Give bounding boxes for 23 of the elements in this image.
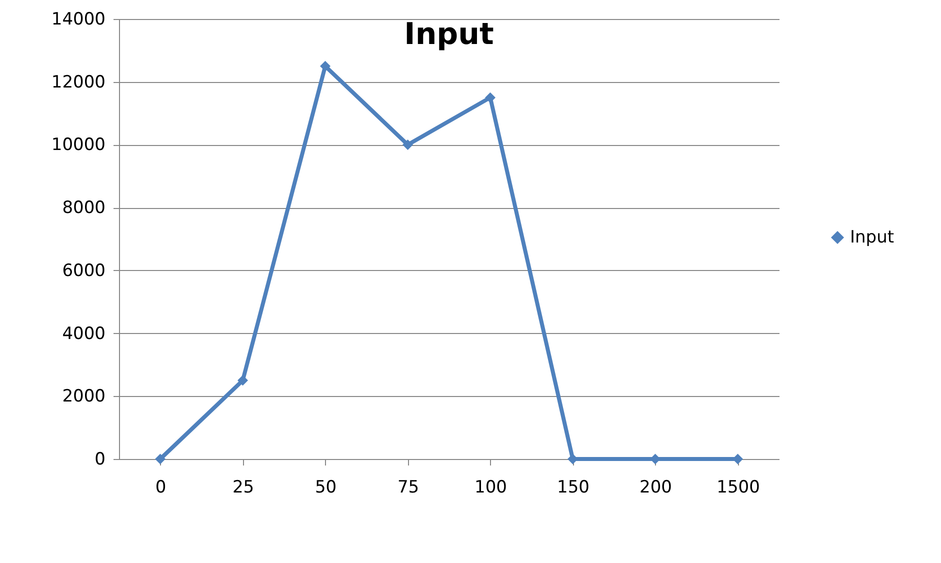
x-tick-label: 50 xyxy=(314,478,337,498)
x-tick-label: 150 xyxy=(557,478,590,498)
x-tick-label: 100 xyxy=(474,478,507,498)
y-tick-label: 10000 xyxy=(51,135,106,156)
x-tick-label: 200 xyxy=(640,478,672,498)
y-tick-label: 0 xyxy=(94,450,106,470)
y-tick-label: 12000 xyxy=(51,72,106,92)
y-tick-label: 2000 xyxy=(62,386,106,407)
x-tick-label: 0 xyxy=(155,478,166,498)
y-tick-label: 8000 xyxy=(62,198,106,218)
point xyxy=(485,92,496,103)
point xyxy=(402,139,413,150)
y-tick-label: 4000 xyxy=(62,324,106,344)
point xyxy=(155,454,166,464)
x-tick-label: 1500 xyxy=(716,478,760,498)
y-tick-label: 14000 xyxy=(51,10,106,30)
chart-title: Input xyxy=(404,17,494,52)
point xyxy=(320,60,330,72)
y-tick-label: 6000 xyxy=(62,260,106,281)
x-tick-label: 75 xyxy=(397,478,420,498)
legend-label: Input xyxy=(850,228,894,248)
point xyxy=(238,375,248,386)
x-tick-label: 25 xyxy=(232,478,254,498)
